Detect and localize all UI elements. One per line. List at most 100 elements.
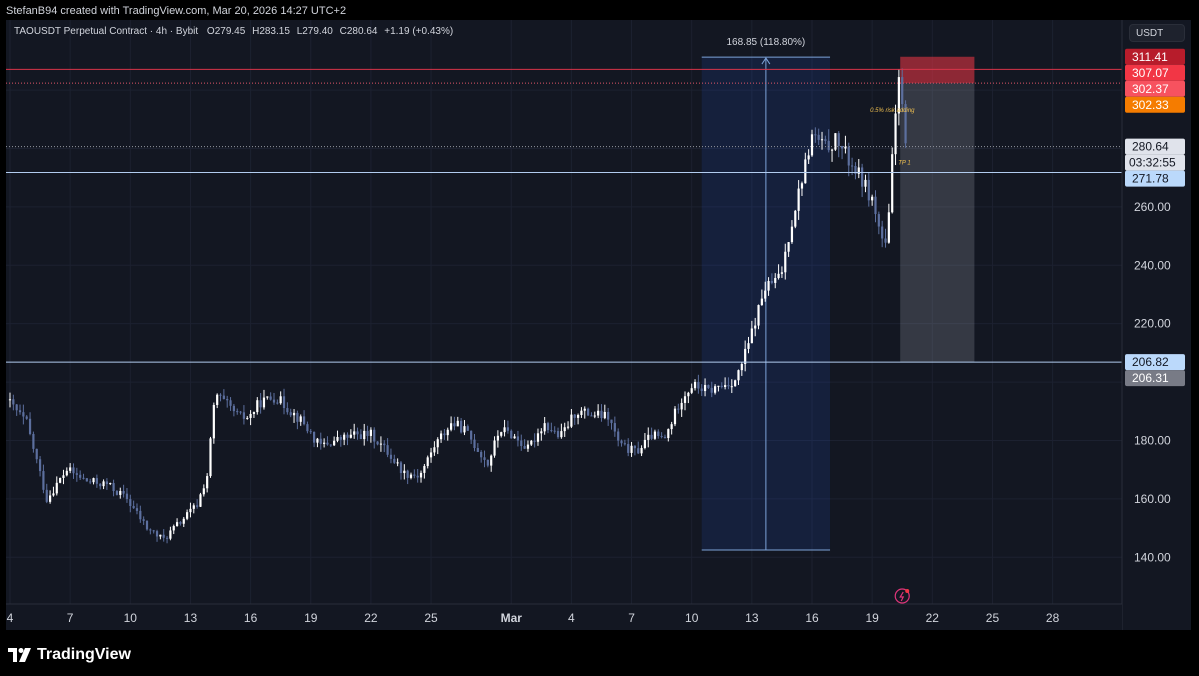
- candle[interactable]: [887, 212, 890, 243]
- candle[interactable]: [566, 426, 570, 428]
- candle[interactable]: [429, 452, 433, 458]
- candle[interactable]: [246, 417, 249, 419]
- candle[interactable]: [450, 423, 453, 430]
- candle[interactable]: [15, 404, 18, 411]
- candle[interactable]: [115, 491, 119, 495]
- candle[interactable]: [329, 444, 332, 446]
- stop-loss-zone[interactable]: [900, 56, 975, 84]
- candle[interactable]: [747, 343, 750, 349]
- chart-panel[interactable]: 168.85 (118.80%) 0.5% risk adding TP 1 140.…: [6, 20, 1191, 630]
- candle[interactable]: [536, 433, 540, 442]
- candle[interactable]: [359, 434, 362, 440]
- candle[interactable]: [556, 431, 560, 438]
- candle[interactable]: [710, 387, 713, 393]
- candle[interactable]: [8, 399, 12, 401]
- candle[interactable]: [222, 395, 225, 399]
- candle[interactable]: [416, 475, 419, 478]
- candle[interactable]: [159, 534, 162, 537]
- candle[interactable]: [503, 427, 506, 433]
- candle[interactable]: [857, 167, 860, 174]
- price-tag[interactable]: [1125, 370, 1185, 387]
- candle[interactable]: [744, 348, 747, 364]
- candle[interactable]: [339, 436, 342, 440]
- candle[interactable]: [687, 392, 690, 397]
- candle[interactable]: [232, 405, 235, 412]
- candle[interactable]: [172, 526, 175, 531]
- price-tag[interactable]: [1125, 138, 1185, 155]
- candle[interactable]: [894, 113, 897, 155]
- candle[interactable]: [613, 423, 616, 432]
- candle[interactable]: [55, 482, 58, 494]
- candle[interactable]: [62, 475, 65, 479]
- candle[interactable]: [760, 298, 763, 306]
- candle[interactable]: [369, 429, 372, 436]
- candle[interactable]: [302, 416, 306, 425]
- candle[interactable]: [149, 529, 152, 531]
- candle[interactable]: [373, 429, 376, 442]
- candle[interactable]: [89, 481, 92, 483]
- candle[interactable]: [680, 402, 683, 410]
- candle[interactable]: [526, 444, 530, 449]
- candle[interactable]: [653, 431, 657, 439]
- candle[interactable]: [453, 423, 456, 427]
- candle[interactable]: [165, 537, 169, 539]
- candle[interactable]: [640, 447, 643, 454]
- candle[interactable]: [99, 483, 102, 487]
- candle[interactable]: [312, 431, 316, 443]
- candle[interactable]: [192, 505, 195, 509]
- candle[interactable]: [897, 77, 900, 114]
- candle[interactable]: [637, 448, 640, 454]
- candle[interactable]: [787, 242, 790, 252]
- candle[interactable]: [426, 457, 429, 467]
- candle[interactable]: [333, 440, 336, 446]
- candle[interactable]: [590, 415, 593, 417]
- event-marker-icon[interactable]: [894, 588, 910, 604]
- candle[interactable]: [125, 493, 129, 500]
- candle[interactable]: [349, 434, 352, 438]
- candle[interactable]: [396, 462, 399, 464]
- candle[interactable]: [764, 290, 767, 299]
- candle[interactable]: [403, 470, 406, 474]
- candle[interactable]: [75, 473, 78, 475]
- candle[interactable]: [202, 488, 205, 495]
- candle[interactable]: [406, 470, 409, 478]
- candle[interactable]: [466, 426, 469, 431]
- candle[interactable]: [433, 447, 436, 453]
- candle[interactable]: [697, 381, 700, 389]
- candle[interactable]: [199, 494, 202, 507]
- candle[interactable]: [356, 431, 359, 435]
- candle[interactable]: [500, 432, 503, 436]
- candle[interactable]: [413, 474, 416, 476]
- candle[interactable]: [757, 305, 760, 326]
- candle[interactable]: [399, 462, 403, 474]
- candle[interactable]: [794, 210, 797, 227]
- candle[interactable]: [112, 483, 115, 492]
- candle[interactable]: [249, 413, 252, 418]
- candle[interactable]: [830, 149, 834, 151]
- candle[interactable]: [593, 415, 596, 417]
- candle[interactable]: [483, 457, 486, 460]
- candle[interactable]: [236, 411, 239, 413]
- candle[interactable]: [807, 155, 810, 160]
- candle[interactable]: [550, 430, 553, 432]
- candle[interactable]: [847, 146, 850, 166]
- candle[interactable]: [800, 183, 804, 189]
- candle[interactable]: [306, 424, 309, 432]
- candle[interactable]: [262, 397, 266, 408]
- candle[interactable]: [196, 505, 199, 507]
- candle[interactable]: [610, 419, 613, 424]
- candle[interactable]: [570, 414, 573, 427]
- candle[interactable]: [560, 431, 563, 438]
- candle[interactable]: [861, 167, 864, 187]
- candle[interactable]: [576, 414, 580, 418]
- candle[interactable]: [145, 520, 149, 530]
- currency-selector[interactable]: USDT: [1129, 24, 1185, 42]
- candle[interactable]: [316, 438, 319, 443]
- candle[interactable]: [600, 410, 603, 419]
- candle[interactable]: [463, 426, 466, 433]
- candle[interactable]: [476, 448, 479, 452]
- candle[interactable]: [353, 431, 356, 435]
- candle[interactable]: [804, 159, 807, 184]
- candle[interactable]: [530, 440, 533, 445]
- candle[interactable]: [212, 404, 215, 439]
